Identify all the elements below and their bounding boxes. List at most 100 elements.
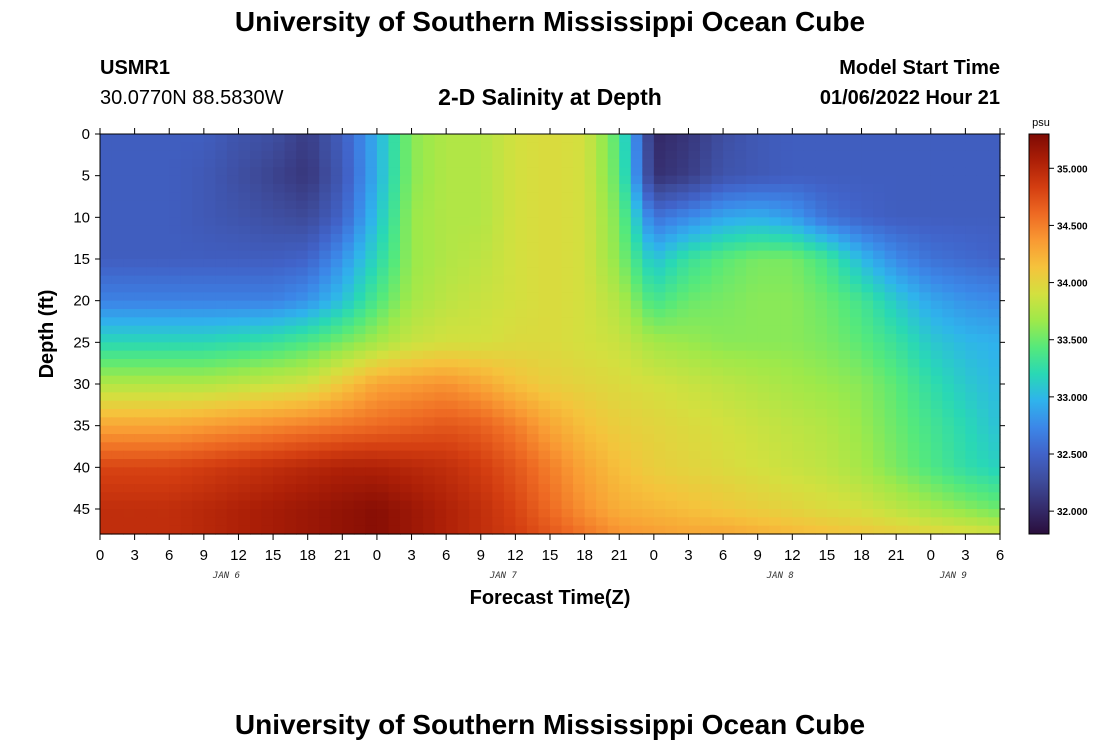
heatmap-cell [561,242,574,252]
heatmap-cell [226,242,240,252]
heatmap-cell [342,342,355,352]
heatmap-cell [503,359,516,368]
heatmap-cell [400,375,413,385]
heatmap-cell [307,467,320,477]
heatmap-cell [711,484,724,493]
heatmap-cell [930,317,943,327]
heatmap-cell [607,234,620,243]
heatmap-cell [226,434,240,443]
heatmap-cell [342,250,355,260]
heatmap-cell [630,159,643,168]
heatmap-cell [388,142,401,152]
heatmap-cell [769,300,782,310]
heatmap-cell [826,334,840,343]
heatmap-cell [250,450,263,460]
heatmap-cell [238,484,251,493]
heatmap-cell [538,259,551,268]
heatmap-cell [919,200,932,210]
heatmap-cell [261,325,274,335]
heatmap-cell [111,167,124,177]
heatmap-cell [215,250,228,260]
heatmap-cell [642,267,655,277]
heatmap-cell [803,392,816,402]
heatmap-cell [619,134,632,143]
heatmap-cell [238,417,251,427]
heatmap-cell [792,525,805,535]
heatmap-cell [642,350,655,360]
heatmap-cell [192,400,205,410]
heatmap-cell [192,442,205,452]
heatmap-cell [330,467,343,477]
heatmap-cell [734,400,747,410]
heatmap-cell [757,150,770,160]
heatmap-cell [700,509,713,518]
heatmap-cell [365,517,378,527]
heatmap-cell [653,384,666,393]
heatmap-cell [250,259,263,268]
heatmap-cell [296,250,309,260]
heatmap-cell [584,134,597,143]
heatmap-cell [642,284,655,293]
heatmap-cell [480,300,493,310]
heatmap-cell [365,184,378,193]
colorbar-gradient [1028,133,1050,535]
heatmap-cell [411,475,424,485]
heatmap-cell [330,292,343,302]
heatmap-cell [942,525,955,535]
heatmap-cell [284,409,297,418]
heatmap-cell [319,292,332,302]
heatmap-cell [538,500,551,510]
heatmap-cell [526,517,540,527]
heatmap-cell [469,292,482,302]
heatmap-cell [919,334,932,343]
heatmap-cell [942,192,955,202]
heatmap-cell [619,334,632,343]
heatmap-cell [319,134,332,143]
heatmap-cell [873,317,886,327]
heatmap-cell [250,217,263,227]
heatmap-cell [111,525,124,535]
heatmap-cell [769,192,782,202]
heatmap-cell [307,342,320,352]
heatmap-cell [907,300,920,310]
heatmap-cell [665,159,678,168]
heatmap-cell [711,234,724,243]
heatmap-cell [769,142,782,152]
heatmap-cell [480,217,493,227]
heatmap-cell [884,317,897,327]
heatmap-cell [469,400,482,410]
heatmap-cell [503,259,516,268]
heatmap-cell [607,475,620,485]
heatmap-cell [746,367,759,377]
heatmap-cell [607,434,620,443]
heatmap-cell [457,417,470,427]
heatmap-cell [296,234,309,243]
heatmap-cell [273,309,286,318]
heatmap-cell [388,250,401,260]
heatmap-cell [780,284,793,293]
heatmap-cell [746,292,759,302]
heatmap-cell [423,292,436,302]
heatmap-cell [838,442,851,452]
heatmap-cell [976,259,990,268]
heatmap-cell [711,334,724,343]
heatmap-cell [873,234,886,243]
heatmap-cell [884,375,897,385]
heatmap-cell [711,525,724,535]
heatmap-cell [376,517,390,527]
heatmap-cell [769,500,782,510]
heatmap-cell [400,442,413,452]
heatmap-cell [584,184,597,193]
heatmap-cell [780,359,793,368]
heatmap-cell [942,184,955,193]
heatmap-cell [203,375,216,385]
heatmap-cell [503,192,516,202]
heatmap-cell [688,334,701,343]
heatmap-cell [319,425,332,435]
heatmap-cell [284,517,297,527]
heatmap-cell [515,409,528,418]
heatmap-cell [342,292,355,302]
heatmap-cell [492,142,505,152]
heatmap-cell [734,517,747,527]
heatmap-cell [861,309,874,318]
